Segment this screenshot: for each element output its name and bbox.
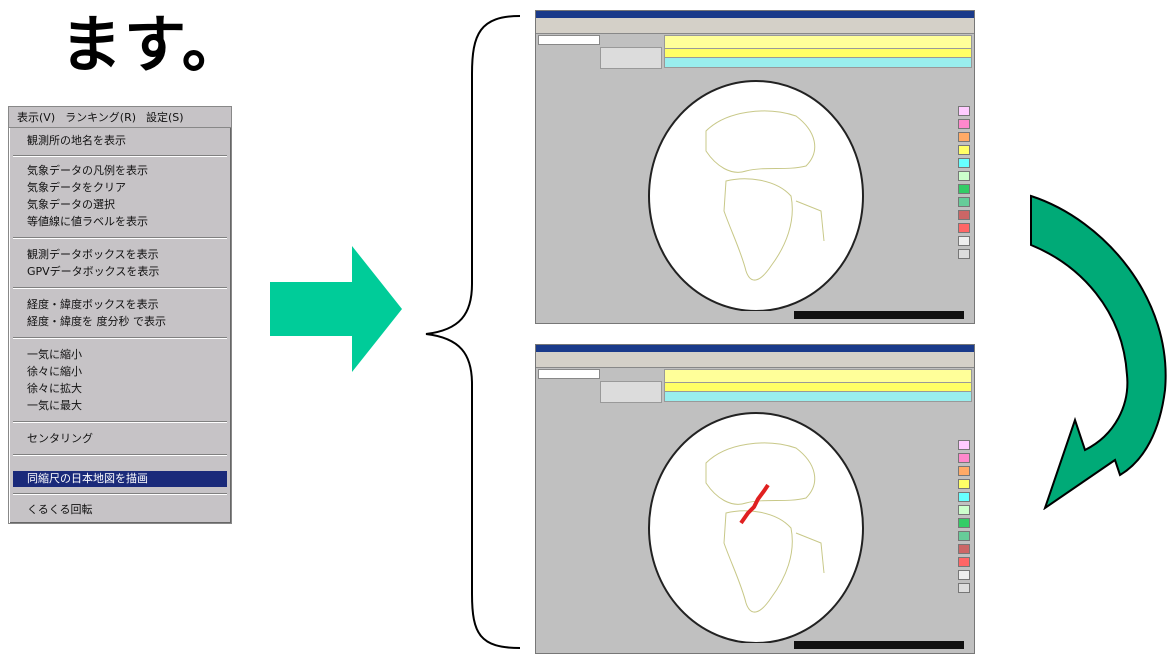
info-panel-cyan [664,57,972,68]
menu-item-station-names[interactable]: 観測所の地名を表示 [27,134,126,147]
menu-settings[interactable]: 設定(S) [146,111,184,124]
status-bar [794,641,964,649]
menu-ranking[interactable]: ランキング(R) [65,111,137,124]
map-window-top [535,10,975,324]
menu-item-clear-weather[interactable]: 気象データをクリア [27,181,126,194]
menu-item-observation-box[interactable]: 観測データボックスを表示 [27,248,159,261]
menu-separator [13,421,227,423]
window-menubar [536,18,974,23]
menu-separator [13,337,227,339]
info-panel-yellow [664,35,972,49]
menu-item-zoom-out[interactable]: 徐々に縮小 [27,365,82,378]
menu-item-weather-legend[interactable]: 気象データの凡例を表示 [27,164,148,177]
window-toolbar [536,357,974,368]
menu-item-rotate[interactable]: くるくる回転 [27,503,93,516]
menu-view[interactable]: 表示(V) [17,111,56,124]
menu-item-draw-japan-map[interactable]: 同縮尺の日本地図を描画 [13,471,227,487]
coordinate-box [538,369,600,379]
menu-separator [13,454,227,456]
view-menu: 表示(V) ランキング(R) 設定(S) 観測所の地名を表示 気象データの凡例を… [8,106,232,524]
info-panel-cyan [664,391,972,402]
status-bar [794,311,964,319]
menu-item-centering[interactable]: センタリング [27,432,93,445]
menu-item-gpv-box[interactable]: GPVデータボックスを表示 [27,265,160,278]
japan-map-overlay [739,483,770,525]
menu-separator [13,155,227,157]
menu-separator [13,493,227,495]
menu-item-zoom-in[interactable]: 徐々に拡大 [27,382,82,395]
page-heading: ます。 [60,8,246,81]
curved-arrow-icon [1030,194,1167,510]
menu-bar: 表示(V) ランキング(R) 設定(S) [9,107,231,128]
window-toolbar [536,23,974,34]
window-titlebar [536,11,974,18]
info-panel-yellow [664,369,972,383]
menu-separator [13,287,227,289]
observation-box [600,381,662,403]
window-titlebar [536,345,974,352]
menu-item-zoom-in-full[interactable]: 一気に最大 [27,399,82,412]
window-menubar [536,352,974,357]
menu-item-latlon-box[interactable]: 経度・緯度ボックスを表示 [27,298,159,311]
menu-item-latlon-dms[interactable]: 経度・緯度を 度分秒 で表示 [27,315,166,328]
observation-box [600,47,662,69]
legend-strip [958,440,970,596]
globe-icon [648,412,864,643]
menu-item-select-weather[interactable]: 気象データの選択 [27,198,115,211]
legend-strip [958,106,970,262]
brace-icon [425,15,521,649]
coordinate-box [538,35,600,45]
globe-icon [648,80,864,311]
right-arrow-icon [270,246,402,372]
menu-item-contour-labels[interactable]: 等値線に値ラベルを表示 [27,215,148,228]
menu-separator [13,237,227,239]
menu-item-zoom-out-full[interactable]: 一気に縮小 [27,348,82,361]
map-window-bottom [535,344,975,654]
